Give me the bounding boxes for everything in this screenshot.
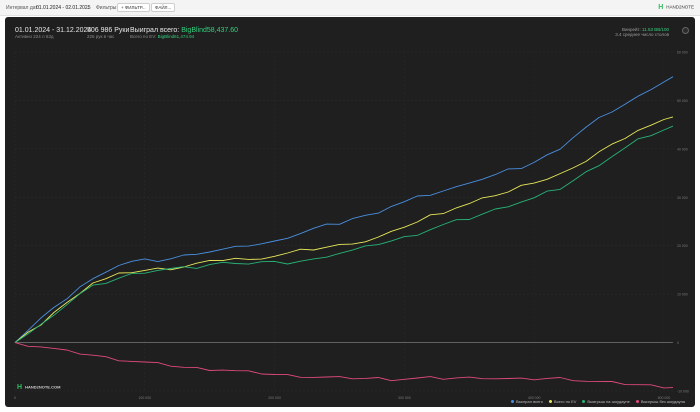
y-tick-label: 10 000 [677,293,688,297]
x-tick-label: 0 [14,396,16,400]
footer-logo: H HAND2NOTE.COM [17,384,60,391]
interval-select[interactable]: 01.01.2024 - 02.01.2025 [36,5,91,11]
interval-label: Интервал дат: [6,5,40,11]
activity-text: Активно 224 л 63д [15,34,54,39]
won-value: BigBlind58,437.60 [181,27,239,34]
tables-avg: 3.4 среднее число столов [615,32,669,37]
legend-item[interactable]: Выиграл всего [510,399,543,404]
y-tick-label: 0 [677,341,679,345]
x-tick-label: 200 000 [268,396,281,400]
filters-label: Фильтры: [96,5,118,11]
won-label: Выиграл всего: [130,27,180,34]
y-tick-label: 60 000 [677,51,688,55]
hands-count: 506 986 Руки [87,27,130,34]
legend-swatch [635,400,639,404]
settings-icon[interactable] [682,27,689,34]
chart-legend: Выиграл всего Всего по EV Выигрыш на шоуда… [505,399,685,404]
date-range-block: 01.01.2024 - 31.12.2024 Активно 224 л 63… [15,27,91,39]
x-tick-label: 400 000 [528,396,541,400]
winrate-label: Винрейт: [621,27,641,32]
top-toolbar: Интервал дат: 01.01.2024 - 02.01.2025 ⌄ … [0,0,700,16]
hand2note-logo-icon: H [17,384,23,391]
profit-chart: -10 000 0 10 000 20 000 30 000 40 000 50 000 60… [14,51,689,401]
legend-label: Выигрыш на шоудауне [587,399,630,404]
hands-block: 506 986 Руки 226 рук в час [87,27,129,39]
legend-swatch [548,400,552,404]
legend-item[interactable]: Всего по EV [548,399,577,404]
footer-logo-text: HAND2NOTE.COM [25,384,61,390]
y-tick-label: 40 000 [677,147,688,151]
winrate-block: Винрейт: 11.53 BB/100 3.4 среднее число … [615,27,669,37]
won-block: Выиграл всего: BigBlind58,437.60 Всего п… [130,27,238,39]
y-tick-label: -10 000 [677,390,689,394]
y-tick-label: 50 000 [677,99,688,103]
legend-swatch [582,400,586,404]
brand: H HAND2NOTE [658,4,694,11]
ev-value: BigBlind61,474.94 [157,34,195,39]
filter-button[interactable]: + ФИЛЬТР... [117,3,150,12]
legend-item[interactable]: Выигрыш без шоудауна [635,399,685,404]
series-line-1 [14,76,674,343]
graph-panel: -10 000 0 10 000 20 000 30 000 40 000 50 000 60… [5,17,695,407]
winrate-value: 11.53 BB/100 [642,27,669,32]
plus-icon: + [121,5,125,10]
y-tick-label: 30 000 [677,196,688,200]
series-line-2 [14,116,674,343]
series-line-3 [14,125,674,343]
brand-name: HAND2NOTE [666,4,694,10]
date-range: 01.01.2024 - 31.12.2024 [15,27,92,34]
legend-label: Всего по EV [553,399,577,404]
y-tick-label: 20 000 [677,244,688,248]
hands-per-hour: 226 рук в час [87,34,115,39]
file-button[interactable]: ФАЙЛ... [151,3,176,12]
x-tick-label: 300 000 [398,396,411,400]
ev-label: Всего по EV: [130,34,157,39]
legend-label: Выигрыш без шоудауна [640,399,685,404]
x-tick-label: 500 000 [658,396,671,400]
hand2note-logo-icon: H [658,4,664,11]
chevron-down-icon[interactable]: ⌄ [86,5,91,11]
series-line-4 [14,342,674,389]
legend-label: Выиграл всего [515,399,543,404]
filter-button-label: ФИЛЬТР... [124,5,146,10]
legend-item[interactable]: Выигрыш на шоудауне [582,399,630,404]
x-tick-label: 100 000 [138,396,151,400]
legend-swatch [510,400,514,404]
